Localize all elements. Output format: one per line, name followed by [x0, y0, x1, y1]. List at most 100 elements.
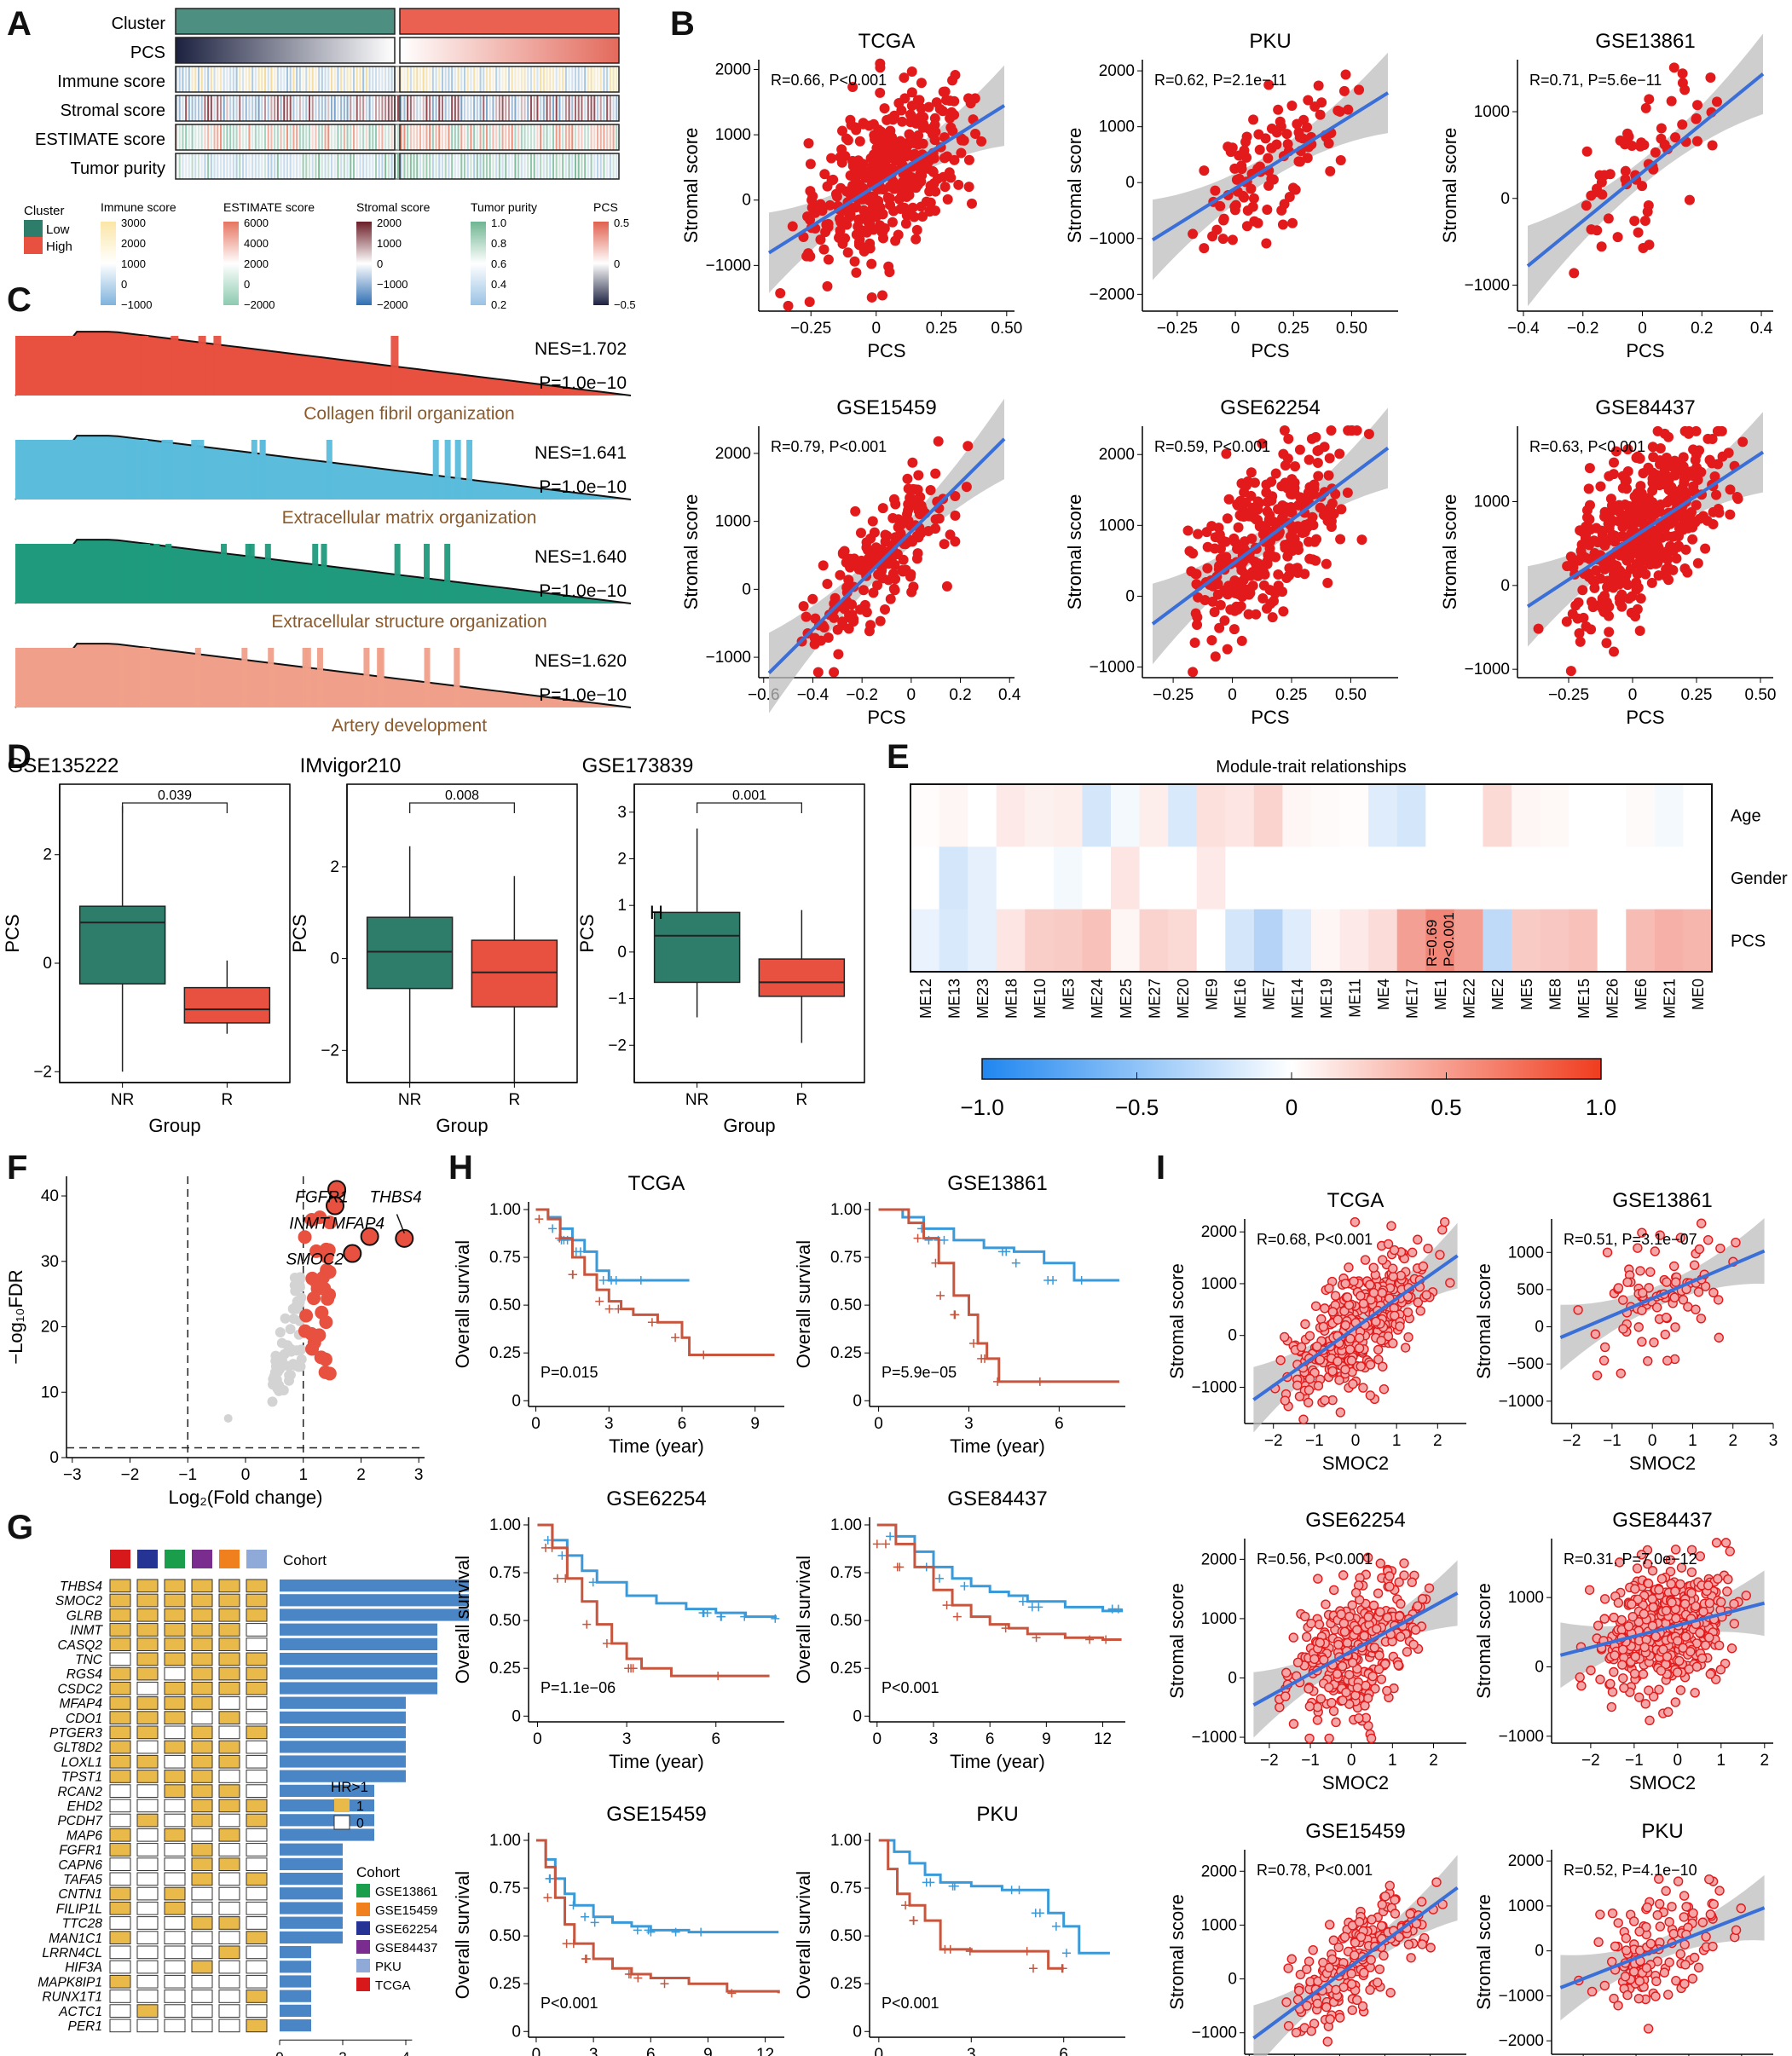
data-point: [1633, 1993, 1645, 2004]
track-stripe: [505, 95, 507, 121]
data-point: [1671, 553, 1682, 564]
chart-title: IMvigor210: [300, 754, 402, 777]
track-stripe: [220, 95, 222, 121]
track-stripe: [248, 153, 251, 179]
track-stripe: [213, 66, 216, 92]
track-stripe: [204, 153, 206, 179]
track-stripe: [210, 95, 212, 121]
data-point: [837, 235, 848, 246]
gene-name: GLT8D2: [54, 1741, 103, 1755]
track-stripe: [223, 66, 225, 92]
data-point: [1659, 1967, 1670, 1978]
track-stripe: [546, 153, 548, 179]
data-point: [1695, 1551, 1706, 1562]
data-point: [1377, 1899, 1387, 1910]
data-point: [1369, 1643, 1380, 1653]
censor-mark: [1032, 1633, 1041, 1643]
hit-bar: [432, 440, 439, 500]
data-point: [1281, 573, 1292, 583]
track-stripe: [597, 66, 598, 92]
data-point: [1310, 1301, 1321, 1311]
data-point: [1346, 1968, 1356, 1979]
track-stripe: [425, 66, 428, 92]
matrix-cell: [218, 1990, 240, 2003]
censor-mark: [913, 1233, 922, 1243]
x-tick-label: NR: [398, 1091, 421, 1109]
data-point: [1639, 1642, 1650, 1653]
data-point: [1284, 563, 1295, 574]
colorbar: [101, 222, 116, 305]
track-stripe: [466, 124, 469, 150]
track-stripe: [486, 153, 488, 179]
matrix-cell: [109, 1857, 131, 1871]
track-stripe: [365, 95, 367, 121]
data-point: [1615, 597, 1626, 608]
track-stripe: [188, 153, 190, 179]
data-point: [1650, 1991, 1661, 2001]
data-point: [939, 539, 950, 550]
data-point: [1707, 140, 1718, 151]
y-tick-label: 0: [1125, 174, 1135, 192]
data-point: [916, 103, 927, 114]
x-tick-label: NR: [111, 1091, 134, 1109]
data-point: [1695, 1627, 1705, 1638]
y-axis-label: Stromal score: [1439, 128, 1460, 244]
heatmap-cell: [1139, 846, 1169, 910]
matrix-cell: [191, 1931, 213, 1944]
data-point: [1622, 444, 1633, 455]
heatmap-frame: [910, 783, 1713, 973]
hit-bar: [153, 544, 160, 604]
y-tick-label: −2: [321, 1042, 339, 1060]
track-stripe: [264, 66, 266, 92]
track-stripe: [318, 124, 321, 150]
nes-label: NES=1.641: [535, 443, 627, 463]
data-point: [1228, 533, 1240, 544]
data-point: [1678, 1295, 1689, 1305]
track-stripe: [546, 124, 548, 150]
data-point: [1691, 1601, 1701, 1611]
track-stripe: [555, 124, 558, 150]
data-point: [1338, 1695, 1348, 1706]
cohort-header: Cohort: [283, 1552, 327, 1568]
label-connector: [396, 1214, 405, 1234]
y-tick-label: 0: [1535, 1659, 1544, 1677]
data-point: [1327, 1307, 1338, 1317]
track-stripe: [593, 124, 596, 150]
censor-mark: [940, 1944, 950, 1954]
data-point: [1324, 1682, 1334, 1693]
track-stripe: [239, 153, 241, 179]
gene-name: MFAP4: [59, 1697, 102, 1712]
track-stripe: [530, 153, 532, 179]
regression-line: [1559, 1601, 1766, 1657]
gene-label: MFAP4: [332, 1215, 384, 1233]
x-axis-label: Group: [148, 1115, 200, 1136]
track-stripe: [517, 66, 520, 92]
track-stripe: [229, 124, 232, 150]
ns-point: [295, 1344, 306, 1355]
matrix-cell: [164, 1593, 186, 1608]
data-point: [1350, 1216, 1361, 1227]
data-point: [1642, 507, 1653, 518]
track-stripe: [340, 124, 343, 150]
data-point: [907, 496, 918, 507]
data-point: [1575, 546, 1587, 557]
data-point: [932, 173, 943, 184]
track-stripe: [365, 66, 367, 92]
count-bar: [280, 1637, 437, 1650]
data-point: [1384, 1880, 1395, 1891]
matrix-cell: [191, 1945, 213, 1960]
track-stripe: [527, 153, 529, 179]
track-stripe: [451, 95, 454, 121]
data-point: [1232, 543, 1243, 554]
data-point: [1290, 184, 1301, 195]
heatmap-cell: [939, 784, 968, 847]
data-point: [1639, 216, 1650, 227]
data-point: [1627, 1599, 1637, 1609]
censor-mark: [699, 1350, 708, 1360]
gene-label: SMOC2: [286, 1251, 344, 1269]
data-point: [1665, 540, 1676, 552]
x-tick-label: −0.4: [797, 686, 830, 704]
data-point: [1292, 1380, 1303, 1390]
data-point: [1612, 232, 1623, 243]
